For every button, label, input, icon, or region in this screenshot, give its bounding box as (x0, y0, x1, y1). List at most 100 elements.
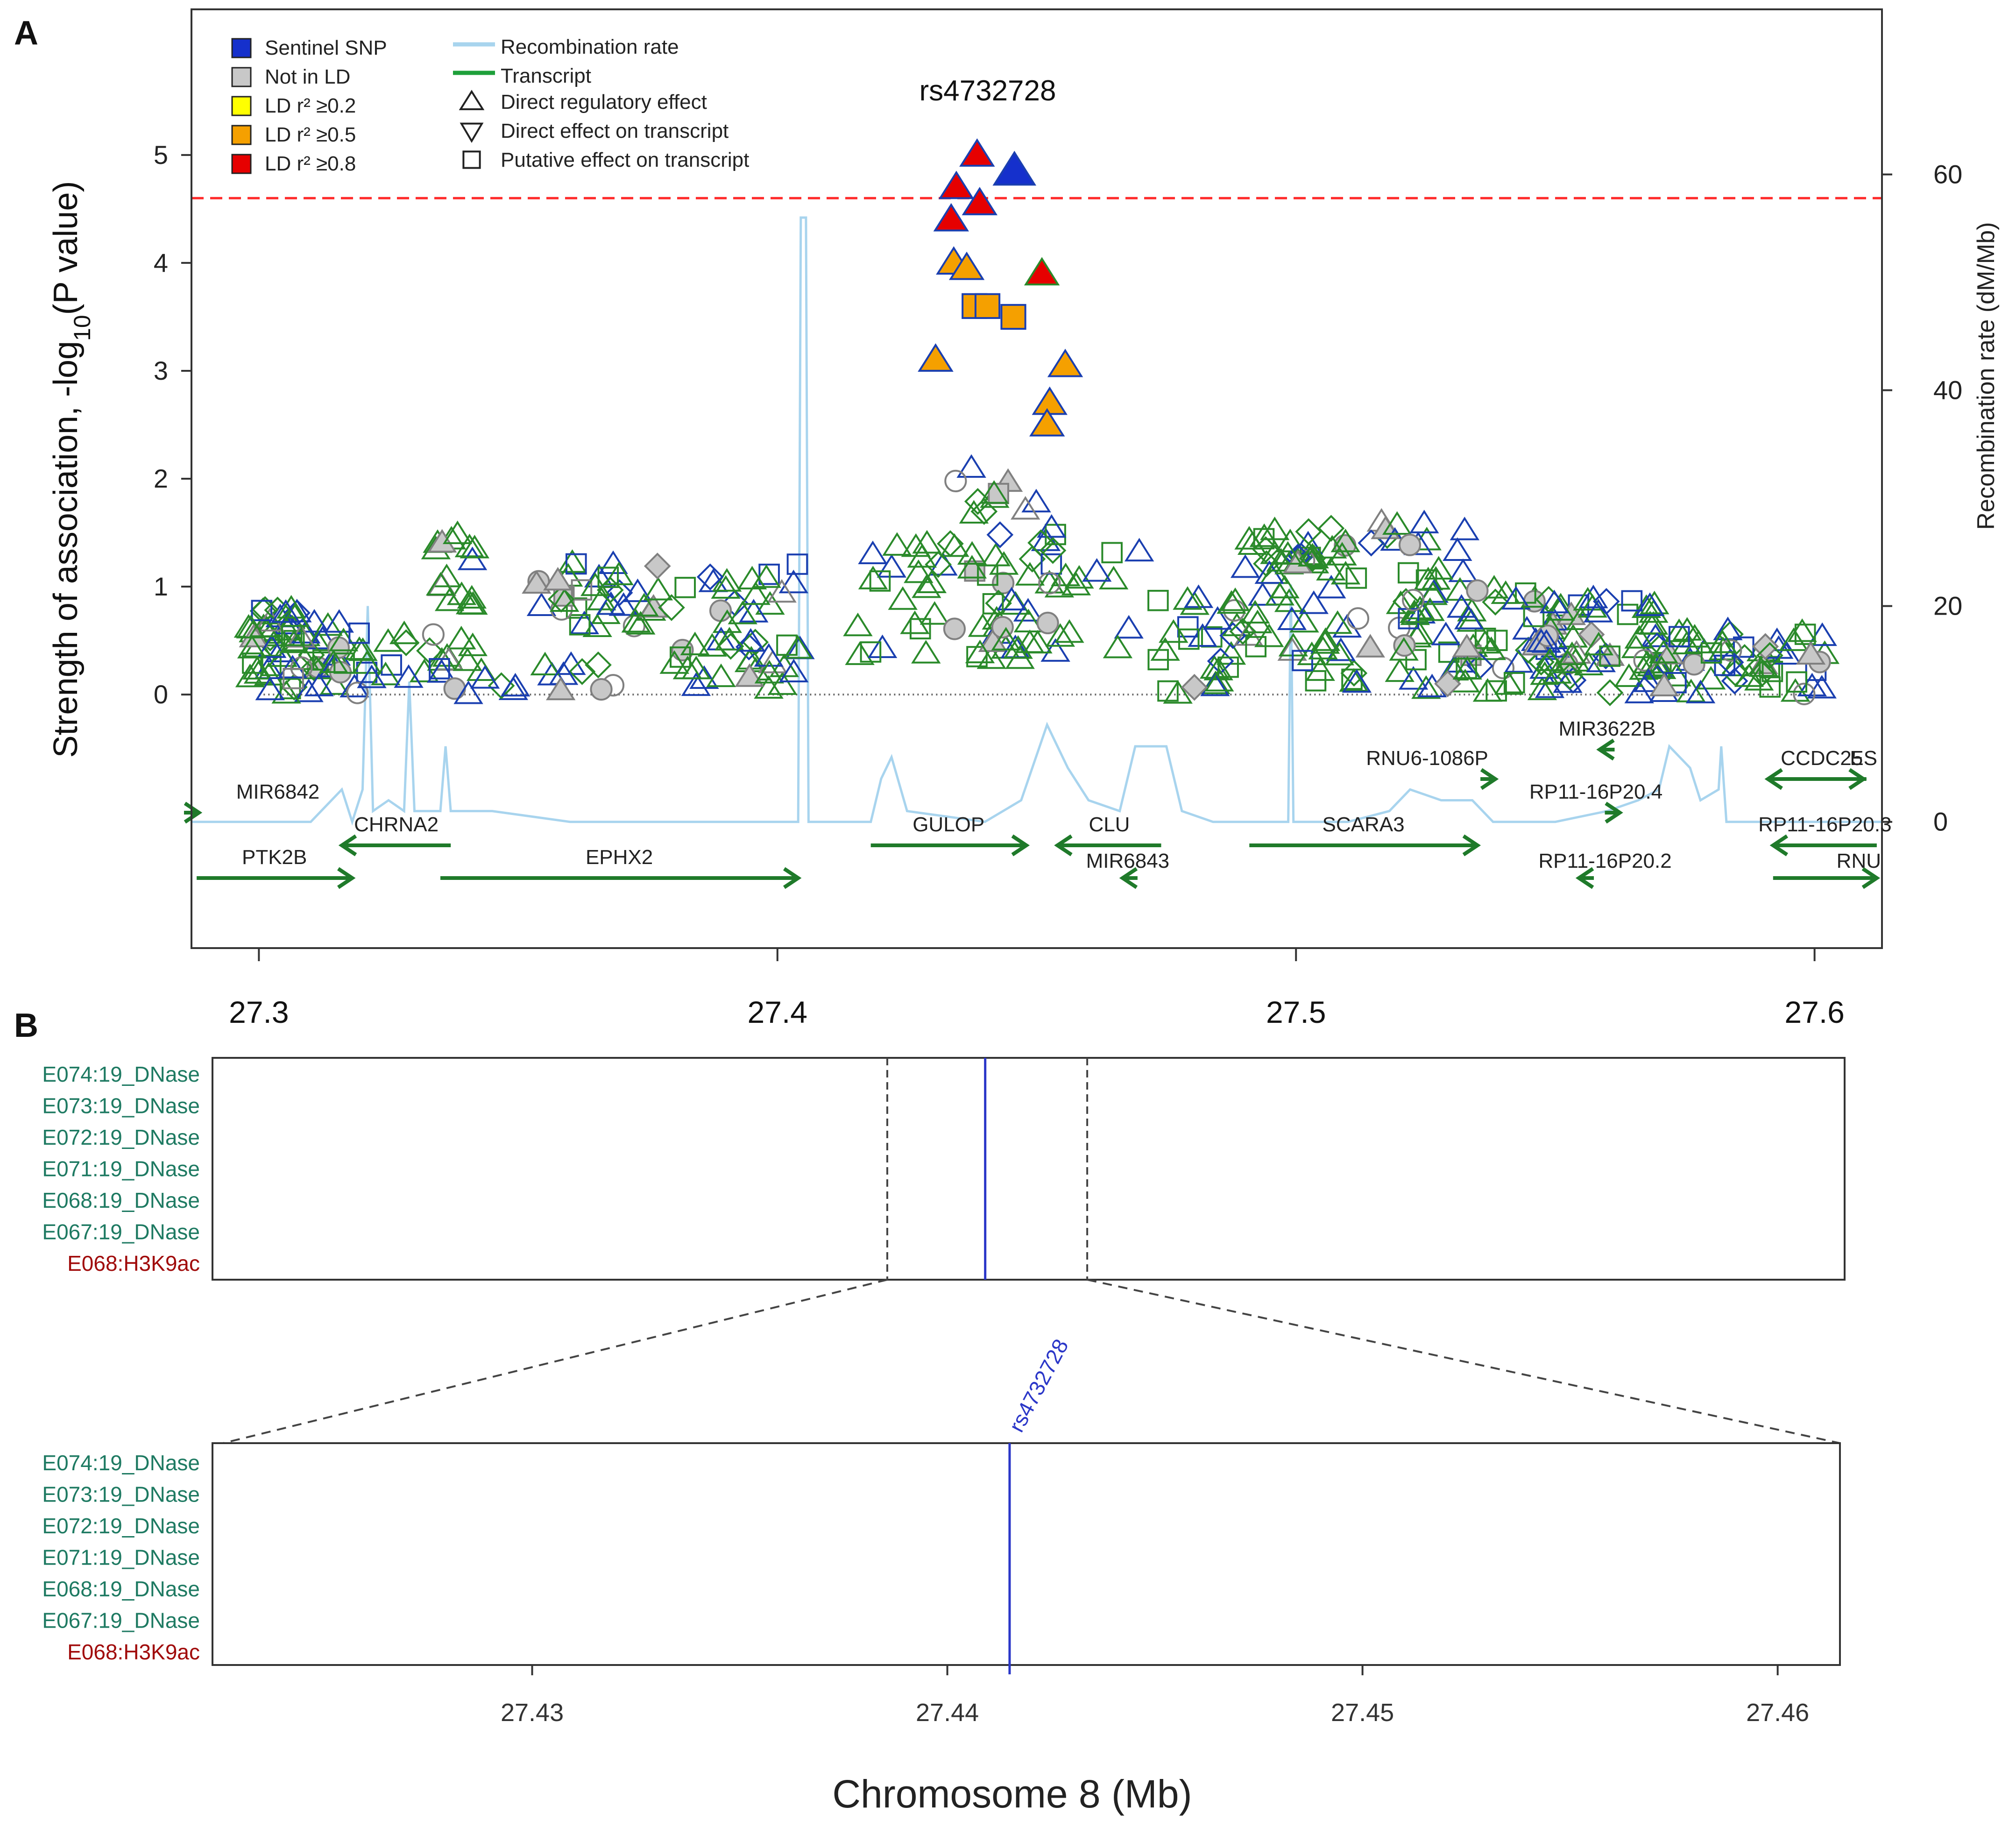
association-point (470, 665, 500, 689)
x-axis-label: Chromosome 8 (Mb) (832, 1772, 1192, 1816)
association-point (751, 564, 781, 588)
association-point (1003, 635, 1033, 659)
association-point (590, 678, 613, 701)
legend-shape (462, 150, 481, 169)
association-point (877, 554, 907, 578)
association-point (717, 632, 744, 660)
track-label: E068:19_DNase (42, 1577, 200, 1601)
association-point (604, 561, 634, 585)
gene-label: CLU (1089, 813, 1130, 836)
association-point (1237, 531, 1267, 555)
association-point (434, 587, 465, 611)
association-point (1114, 615, 1144, 639)
association-point (711, 575, 741, 599)
legend-swatch (231, 125, 252, 145)
zoom-connector-left (223, 1279, 888, 1444)
association-point (254, 662, 284, 686)
panel-label-a: A (14, 14, 38, 52)
association-point (1662, 663, 1691, 687)
association-point (340, 673, 369, 698)
association-point (1015, 562, 1045, 586)
association-point (1299, 590, 1329, 614)
association-point (1023, 630, 1053, 654)
panel-a-frame (191, 8, 1883, 949)
association-point (1415, 569, 1437, 591)
association-point (1553, 669, 1583, 693)
gene-label: RP11-16P20.2 (1538, 850, 1671, 872)
association-point (985, 589, 1012, 617)
association-point (458, 632, 488, 656)
association-point (251, 596, 279, 624)
legend-label: Sentinel SNP (265, 36, 387, 59)
association-point (1472, 678, 1503, 702)
association-point (680, 631, 710, 656)
transcript-arrowhead (338, 834, 357, 857)
association-point (1535, 647, 1565, 671)
association-point (1744, 667, 1774, 691)
association-point (920, 601, 950, 625)
x-tick-label: 27.5 (1266, 995, 1326, 1029)
association-point (1526, 628, 1556, 652)
association-point (1292, 650, 1313, 672)
association-point (1036, 611, 1059, 635)
association-point (1124, 538, 1154, 562)
association-point (1584, 631, 1614, 656)
association-point (585, 651, 612, 679)
association-point (1040, 638, 1070, 662)
association-point (1386, 590, 1416, 614)
association-point (1592, 588, 1620, 615)
association-point (1274, 588, 1304, 612)
y-axis-label-tail: (P value) (47, 181, 85, 315)
association-point (500, 673, 531, 697)
transcript-arrowhead (184, 801, 203, 824)
association-point (944, 469, 967, 493)
ld-snp-point (959, 138, 995, 167)
association-point (453, 680, 483, 704)
association-point (858, 540, 888, 564)
association-point (1316, 574, 1346, 599)
association-point (283, 668, 304, 689)
x-tick-label: 27.3 (229, 995, 289, 1029)
gene-label: SCARA3 (1323, 813, 1405, 836)
association-point (911, 640, 941, 664)
ld-snp-point (1047, 348, 1083, 377)
association-point (1635, 592, 1665, 616)
transcript-arrowhead (1011, 834, 1030, 857)
association-point (299, 609, 329, 633)
legend-label: LD r² ≥0.5 (265, 123, 356, 146)
association-point (901, 533, 931, 557)
track-label: E071:19_DNase (42, 1545, 200, 1570)
association-point (1220, 587, 1250, 611)
association-point (1243, 609, 1273, 633)
association-point (569, 610, 599, 635)
association-point (279, 629, 309, 653)
association-point (543, 567, 573, 591)
association-point (912, 574, 941, 598)
ld-snp-point (938, 170, 975, 199)
association-point (1787, 618, 1817, 642)
gene-label: RP11-16P20.3 (1758, 813, 1891, 836)
transcript-arrowhead (1575, 867, 1594, 889)
association-point (443, 677, 466, 700)
y2-axis-label: Recombination rate (dM/Mb) (1973, 222, 2000, 530)
legend-swatch (231, 154, 252, 174)
association-point (786, 553, 808, 575)
association-point (976, 645, 1006, 669)
association-point (1393, 634, 1416, 657)
association-point (381, 654, 402, 676)
association-point (1476, 636, 1507, 660)
association-point (658, 594, 685, 621)
association-point (1327, 542, 1357, 566)
association-point (1621, 590, 1643, 612)
association-point (1203, 606, 1233, 630)
association-point (1038, 572, 1061, 595)
association-point (1054, 619, 1084, 643)
legend-swatch (231, 38, 252, 58)
association-point (236, 615, 266, 638)
association-point (255, 676, 285, 701)
x-tick-label: 27.43 (501, 1699, 564, 1727)
association-point (754, 643, 784, 667)
association-point (371, 661, 401, 686)
association-point (530, 652, 560, 676)
